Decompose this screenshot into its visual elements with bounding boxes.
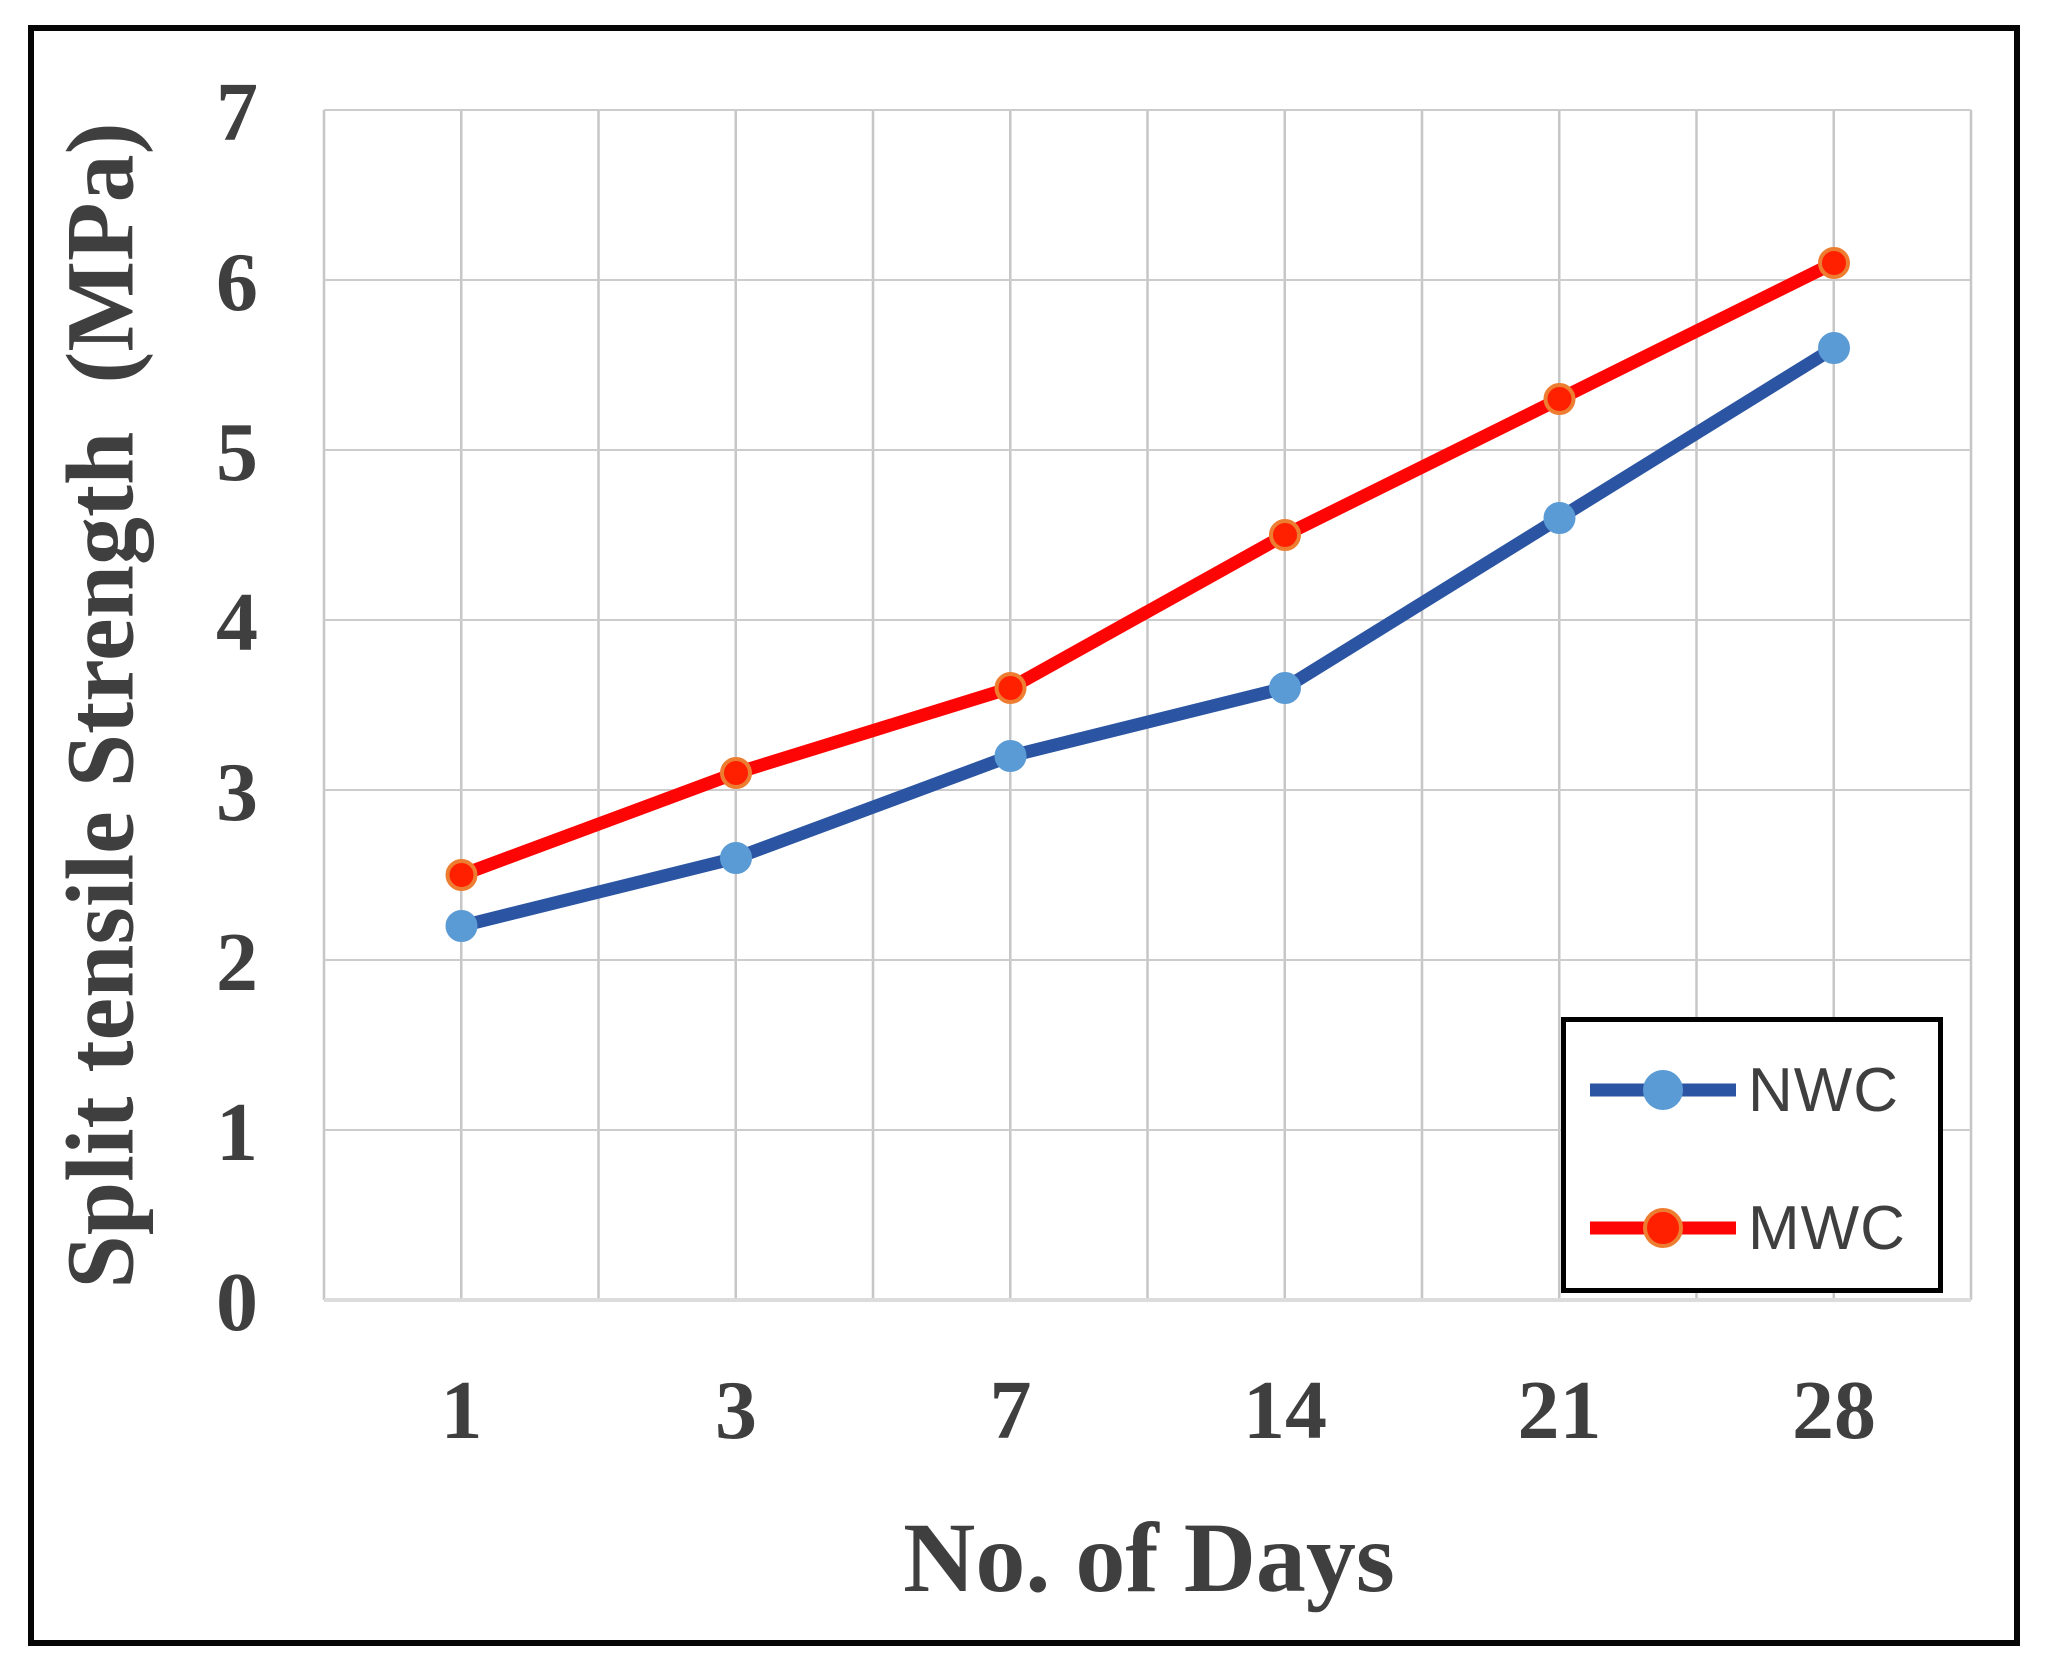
data-point-nwc-1 xyxy=(720,842,752,874)
legend-swatch-mwc xyxy=(1590,1208,1736,1248)
legend-entry-nwc: NWC xyxy=(1588,1045,1899,1135)
x-tick-label: 7 xyxy=(990,1364,1032,1457)
data-point-mwc-2 xyxy=(994,672,1027,704)
y-axis-title: Split tensile Strength (MPa) xyxy=(0,100,200,1310)
y-axis-title-text: Split tensile Strength (MPa) xyxy=(46,121,154,1289)
data-point-nwc-4 xyxy=(1543,502,1576,534)
data-point-nwc-0 xyxy=(445,910,478,942)
x-tick-label: 3 xyxy=(715,1364,757,1457)
legend-entry-mwc: MWC xyxy=(1588,1183,1906,1273)
data-point-mwc-0 xyxy=(445,859,478,891)
y-tick-label: 0 xyxy=(216,1256,258,1349)
y-tick-label: 4 xyxy=(216,576,258,669)
x-tick-label: 1 xyxy=(441,1364,483,1457)
data-point-nwc-2 xyxy=(994,740,1027,772)
figure-border-frame xyxy=(28,25,2020,1646)
y-tick-label: 6 xyxy=(216,236,258,329)
data-point-mwc-3 xyxy=(1269,519,1301,551)
legend-label-nwc: NWC xyxy=(1748,1055,1900,1125)
data-point-mwc-1 xyxy=(720,757,752,789)
data-point-nwc-3 xyxy=(1269,672,1301,704)
x-tick-label: 28 xyxy=(1792,1364,1876,1457)
legend-box: NWC MWC xyxy=(1561,1017,1943,1293)
y-tick-label: 1 xyxy=(216,1086,258,1179)
x-tick-label: 21 xyxy=(1518,1364,1602,1457)
y-tick-label: 7 xyxy=(216,66,258,159)
data-point-mwc-4 xyxy=(1543,383,1576,415)
data-point-mwc-5 xyxy=(1818,247,1850,279)
y-tick-label: 3 xyxy=(216,746,258,839)
legend-label-mwc: MWC xyxy=(1748,1193,1906,1263)
x-tick-label: 14 xyxy=(1243,1364,1327,1457)
series-line-mwc xyxy=(455,256,1841,882)
y-tick-label: 2 xyxy=(216,916,258,1009)
x-axis-title: No. of Days xyxy=(903,1502,1395,1613)
y-tick-label: 5 xyxy=(216,406,258,499)
data-point-nwc-5 xyxy=(1818,332,1850,364)
legend-swatch-nwc xyxy=(1590,1070,1736,1110)
series-line-nwc xyxy=(455,341,1841,933)
